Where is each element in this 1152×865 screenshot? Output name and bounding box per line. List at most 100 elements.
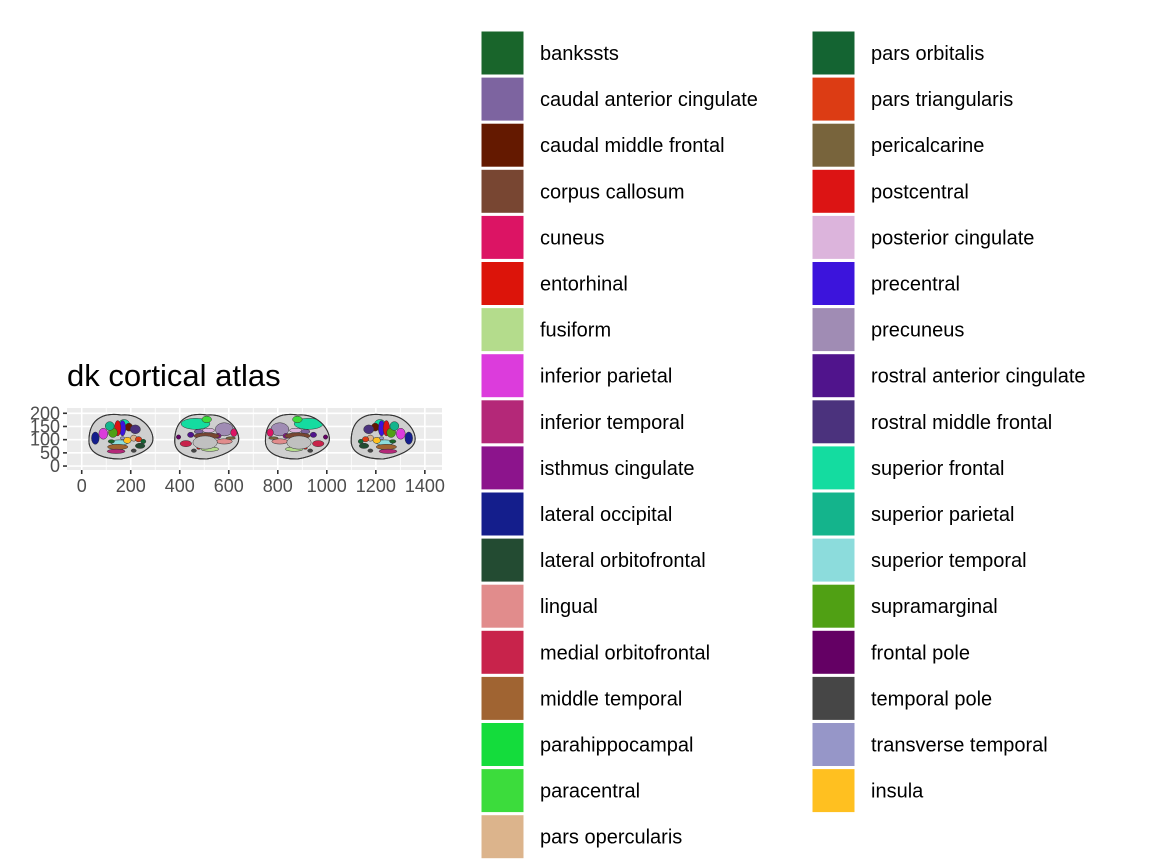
x-tick-label: 1000 <box>307 476 347 496</box>
region-inferior-parietal <box>98 427 109 440</box>
legend-label: pars triangularis <box>871 89 1013 111</box>
region-pericalcarine <box>225 436 236 440</box>
x-tick-label: 800 <box>263 476 293 496</box>
region-cuneus <box>266 428 274 437</box>
region-inferior-parietal <box>396 427 406 440</box>
legend-label: paracentral <box>540 781 640 803</box>
region-rostral-middle-frontal <box>129 424 141 434</box>
legend-label: middle temporal <box>540 688 682 710</box>
region-pars-triangularis <box>135 436 142 443</box>
region-lateral-occipital <box>91 431 100 445</box>
legend-swatch <box>811 445 856 491</box>
legend-label: rostral middle frontal <box>871 412 1052 434</box>
legend-label: superior frontal <box>871 458 1004 480</box>
legend-swatch <box>480 30 525 76</box>
legend-label: caudal anterior cingulate <box>540 89 758 111</box>
legend-label: precuneus <box>871 320 964 342</box>
legend-label: inferior parietal <box>540 366 672 388</box>
x-tick-label: 400 <box>165 476 195 496</box>
legend-swatch <box>480 583 525 629</box>
legend-label: posterior cingulate <box>871 227 1034 249</box>
region-pars-orbitalis <box>357 438 364 444</box>
legend-swatch <box>811 722 856 767</box>
legend-swatch <box>811 399 856 445</box>
legend-label: temporal pole <box>871 688 992 710</box>
medial-wall <box>286 435 312 450</box>
brain-view <box>350 413 416 460</box>
region-pericalcarine <box>268 436 279 440</box>
region-posterior-cingulate <box>289 427 303 433</box>
region-inferior-temporal <box>378 448 398 454</box>
region-middle-temporal <box>107 444 129 450</box>
x-tick-label: 1200 <box>356 476 396 496</box>
legend-swatch <box>811 214 856 260</box>
legend-swatch <box>480 445 525 491</box>
legend-label: pericalcarine <box>871 135 984 157</box>
y-tick-label: 100 <box>30 430 60 450</box>
region-lateral-occipital <box>404 431 413 445</box>
region-temporal-pole <box>130 448 137 453</box>
region-rostral-anterior-cingulate <box>309 431 317 438</box>
region-pars-orbitalis <box>140 438 147 444</box>
legend-label: lateral orbitofrontal <box>540 550 706 572</box>
legend-label: isthmus cingulate <box>540 458 695 480</box>
legend-label: fusiform <box>540 320 611 342</box>
brain-view <box>88 413 154 460</box>
region-frontal-pole <box>323 434 329 440</box>
legend-swatch <box>811 30 856 76</box>
legend-label: parahippocampal <box>540 735 693 757</box>
legend-swatch <box>811 768 856 814</box>
medial-wall <box>192 435 218 450</box>
brain-outline-stroke <box>174 413 240 460</box>
legend-swatch <box>811 261 856 306</box>
region-paracentral <box>201 415 212 423</box>
legend-label: cuneus <box>540 227 605 249</box>
legend-swatch <box>480 353 525 399</box>
region-pars-triangularis <box>362 436 370 443</box>
brain-view <box>264 413 330 460</box>
region-bankssts <box>107 439 115 444</box>
region-temporal-pole <box>367 448 374 453</box>
legend-swatch <box>811 353 856 399</box>
region-transverse-temporal <box>379 436 385 440</box>
legend-label: entorhinal <box>540 274 628 296</box>
legend-swatch <box>811 76 856 122</box>
y-tick-label: 50 <box>40 443 60 463</box>
region-rostral-middle-frontal <box>363 424 375 434</box>
y-tick-label: 200 <box>30 403 60 423</box>
region-temporal-pole <box>191 448 197 453</box>
region-superior-parietal <box>104 421 115 431</box>
x-tick-label: 0 <box>77 476 87 496</box>
legend-label: caudal middle frontal <box>540 135 725 157</box>
region-lateral-orbitofrontal <box>358 442 370 449</box>
legend-label: postcentral <box>871 181 969 203</box>
legend-swatch <box>811 307 856 353</box>
region-paracentral <box>292 415 303 423</box>
legend-label: corpus callosum <box>540 181 685 203</box>
region-temporal-pole <box>307 448 314 453</box>
region-rostral-anterior-cingulate <box>187 431 195 438</box>
legend-swatch <box>480 629 525 675</box>
region-frontal-pole <box>176 434 182 440</box>
x-tick-label: 200 <box>116 476 146 496</box>
legend-swatch <box>480 491 525 537</box>
legend-swatch <box>480 537 525 583</box>
legend: bankssts caudal anterior cingulate caudal … <box>480 30 1086 860</box>
chart-title: dk cortical atlas <box>67 358 281 393</box>
brain-outline-stroke <box>264 413 330 460</box>
legend-swatch <box>480 214 525 260</box>
brain-view <box>174 413 240 460</box>
legend-label: frontal pole <box>871 642 970 664</box>
legend-label: insula <box>871 781 924 803</box>
legend-label: transverse temporal <box>871 735 1048 757</box>
legend-label: pars opercularis <box>540 827 682 849</box>
x-tick-label: 1400 <box>405 476 445 496</box>
region-middle-temporal <box>375 444 397 450</box>
brain-outline-stroke <box>88 413 154 460</box>
legend-label: rostral anterior cingulate <box>871 366 1086 388</box>
legend-swatch <box>480 307 525 353</box>
legend-swatch <box>811 122 856 168</box>
legend-label: bankssts <box>540 43 619 65</box>
